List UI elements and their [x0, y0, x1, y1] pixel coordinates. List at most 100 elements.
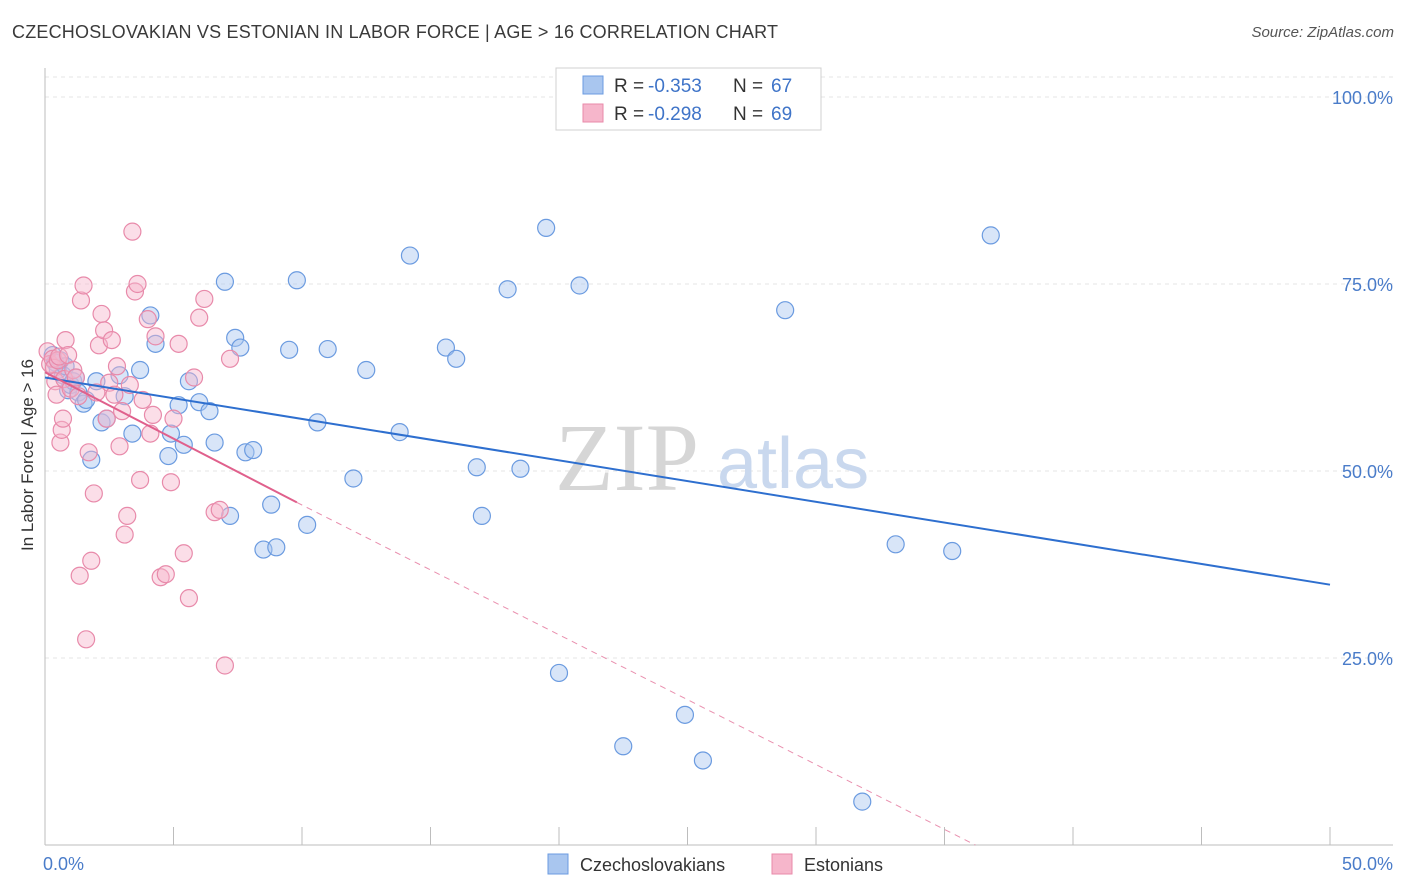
czechoslovakians-trend-line	[44, 376, 1331, 586]
y-tick-label: 50.0%	[1342, 462, 1393, 482]
estonians-point	[138, 310, 157, 329]
estonians-point	[107, 357, 127, 376]
estonians-point	[97, 409, 116, 428]
czechoslovakians-points	[43, 218, 1000, 811]
estonians-point	[50, 347, 69, 366]
estonians-point	[174, 544, 193, 563]
estonians-point	[118, 506, 137, 525]
estonians-point	[82, 551, 101, 570]
bottom-legend-swatch-eston	[771, 853, 793, 875]
czechoslovakians-point	[146, 334, 165, 353]
estonians-point	[195, 289, 214, 309]
czechoslovakians-point	[436, 338, 456, 357]
bottom-legend-label-czech: Czechoslovakians	[580, 855, 725, 875]
estonians-point	[143, 405, 163, 424]
y-tick-label: 25.0%	[1342, 649, 1393, 669]
czechoslovakians-point	[447, 349, 466, 368]
legend-swatch-czech	[582, 75, 604, 95]
czechoslovakians-point	[200, 402, 219, 421]
estonians-point	[71, 291, 91, 310]
estonians-point	[130, 470, 150, 490]
estonians-point	[115, 525, 134, 544]
czechoslovakians-point	[511, 459, 530, 478]
estonians-point	[146, 327, 165, 346]
czechoslovakians-point	[498, 280, 517, 299]
legend-r-value-eston: -0.298	[648, 104, 702, 125]
estonians-point	[84, 484, 103, 503]
legend-n-value-czech: 67	[771, 76, 792, 97]
watermark-zip: ZIP	[555, 404, 699, 511]
axes: 0.0% 50.0%	[43, 68, 1393, 874]
czechoslovakians-point	[357, 360, 376, 380]
estonians-point	[156, 565, 175, 584]
czechoslovakians-point	[169, 396, 188, 415]
czechoslovakians-point	[614, 737, 633, 756]
y-axis-label: In Labor Force | Age > 16	[18, 359, 37, 551]
czechoslovakians-point	[981, 226, 1000, 245]
estonians-point	[179, 589, 199, 608]
estonians-point	[105, 385, 124, 404]
czechoslovakians-point	[220, 506, 240, 525]
legend-r-label-czech: R =	[614, 76, 644, 97]
czechoslovakians-point	[231, 338, 250, 357]
watermark-atlas: atlas	[717, 424, 869, 504]
legend-swatch-eston	[582, 103, 604, 123]
estonians-point	[210, 500, 229, 519]
x-tick-label-min: 0.0%	[43, 854, 84, 874]
czechoslovakians-point	[549, 663, 569, 683]
estonians-point	[70, 566, 89, 585]
legend-r-label-eston: R =	[614, 104, 644, 125]
estonians-point	[56, 331, 75, 350]
czechoslovakians-point	[537, 218, 556, 237]
estonians-point	[102, 331, 121, 350]
estonians-point	[77, 630, 96, 649]
estonians-point	[190, 308, 209, 327]
czechoslovakians-point	[159, 446, 178, 466]
estonians-point	[110, 437, 129, 456]
czechoslovakians-point	[675, 705, 695, 724]
czechoslovakians-point	[853, 792, 872, 811]
czechoslovakians-point	[344, 469, 363, 488]
estonians-point	[79, 443, 98, 462]
estonians-point	[151, 568, 170, 587]
czechoslovakians-point	[267, 538, 286, 557]
estonians-point	[53, 409, 73, 428]
czechoslovakians-point	[472, 506, 491, 525]
y-tick-label: 100.0%	[1332, 88, 1393, 108]
czechoslovakians-point	[287, 271, 306, 290]
czechoslovakians-point	[262, 495, 281, 514]
estonians-trend-line	[44, 371, 298, 504]
czechoslovakians-point	[570, 276, 589, 295]
legend-n-label-eston: N =	[733, 104, 763, 125]
estonians-point	[125, 282, 145, 301]
estonians-point	[164, 409, 183, 428]
y-tick-label: 75.0%	[1342, 275, 1393, 295]
trend-lines	[44, 371, 1331, 846]
legend-r-value-czech: -0.353	[648, 76, 702, 97]
bottom-legend-swatch-czech	[547, 853, 569, 875]
legend-n-value-eston: 69	[771, 104, 792, 125]
czechoslovakians-point	[82, 450, 101, 469]
estonians-point	[220, 349, 240, 368]
czechoslovakians-point	[205, 433, 224, 452]
czechoslovakians-point	[226, 328, 245, 347]
estonians-point	[64, 360, 83, 380]
czechoslovakians-point	[318, 339, 337, 359]
czechoslovakians-point	[943, 541, 962, 561]
czechoslovakians-point	[280, 340, 299, 359]
estonians-point	[120, 375, 139, 395]
estonians-point	[133, 390, 152, 410]
chart-title: CZECHOSLOVAKIAN VS ESTONIAN IN LABOR FOR…	[12, 22, 779, 42]
estonians-point	[74, 276, 93, 295]
estonians-point	[92, 304, 111, 324]
estonians-points	[38, 222, 240, 675]
estonians-point	[161, 473, 181, 492]
series-legend: Czechoslovakians Estonians	[547, 853, 883, 875]
estonians-point	[215, 656, 234, 675]
estonians-point	[169, 334, 188, 353]
source-credit: Source: ZipAtlas.com	[1251, 24, 1394, 41]
czechoslovakians-point	[693, 751, 713, 770]
czechoslovakians-point	[298, 515, 317, 534]
legend-n-label-czech: N =	[733, 76, 763, 97]
